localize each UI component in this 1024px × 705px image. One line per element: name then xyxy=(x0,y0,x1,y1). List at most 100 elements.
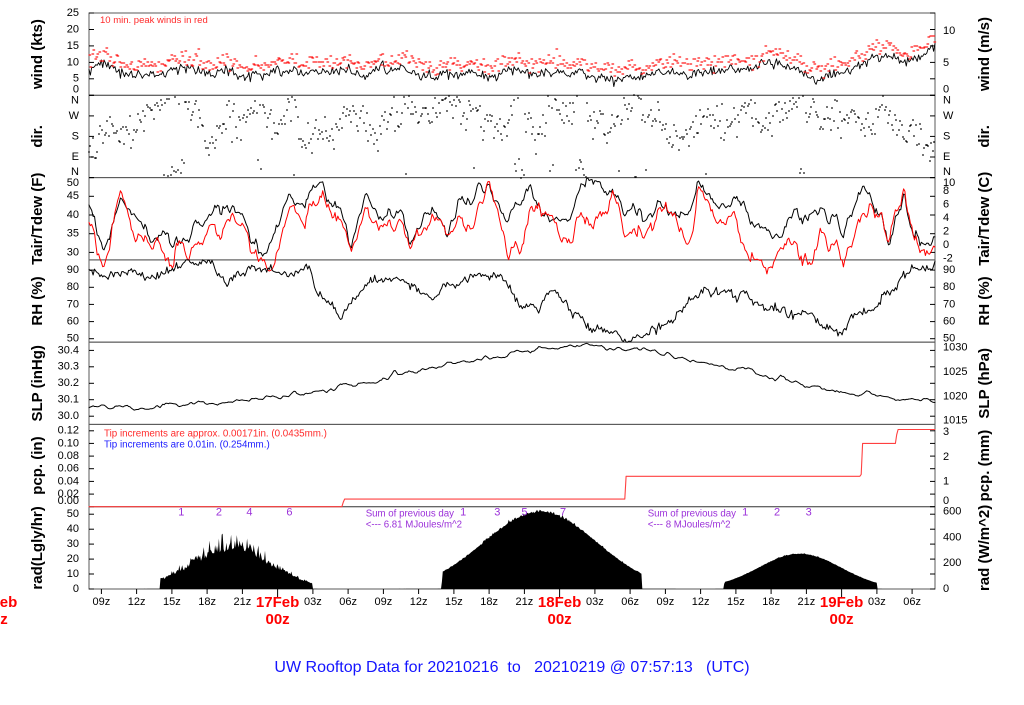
svg-text:10: 10 xyxy=(67,56,79,68)
svg-text:3: 3 xyxy=(494,507,500,519)
svg-text:18Feb: 18Feb xyxy=(538,594,581,611)
svg-text:18z: 18z xyxy=(762,596,780,608)
svg-text:19Feb: 19Feb xyxy=(820,594,863,611)
svg-text:90: 90 xyxy=(943,264,955,276)
svg-text:30: 30 xyxy=(67,246,79,258)
svg-text:20: 20 xyxy=(67,23,79,35)
svg-text:00z: 00z xyxy=(266,611,290,628)
svg-text:30.3: 30.3 xyxy=(58,361,79,373)
svg-text:10: 10 xyxy=(943,177,955,189)
svg-text:UW Rooftop Data for 20210216: UW Rooftop Data for 20210216 to 20210219… xyxy=(274,659,749,676)
svg-text:RH (%): RH (%) xyxy=(29,276,46,325)
svg-text:W: W xyxy=(69,110,80,122)
svg-text:0: 0 xyxy=(943,239,949,251)
svg-text:21z: 21z xyxy=(234,596,252,608)
svg-text:09z: 09z xyxy=(93,596,111,608)
svg-text:4: 4 xyxy=(943,212,949,224)
svg-text:0: 0 xyxy=(73,583,79,595)
svg-text:W: W xyxy=(943,110,954,122)
svg-text:21z: 21z xyxy=(798,596,816,608)
svg-text:16Feb: 16Feb xyxy=(0,594,17,611)
svg-text:5: 5 xyxy=(943,57,949,69)
svg-text:09z: 09z xyxy=(375,596,393,608)
svg-text:60: 60 xyxy=(943,316,955,328)
svg-text:rad(Lgly/hr): rad(Lgly/hr) xyxy=(29,506,46,589)
svg-text:12z: 12z xyxy=(128,596,146,608)
svg-text:1030: 1030 xyxy=(943,342,967,354)
svg-text:S: S xyxy=(943,130,950,142)
svg-text:-2: -2 xyxy=(943,252,953,264)
svg-text:0: 0 xyxy=(943,583,949,595)
svg-text:0.08: 0.08 xyxy=(58,450,79,462)
svg-text:pcp. (mm): pcp. (mm) xyxy=(976,430,993,502)
svg-text:0.04: 0.04 xyxy=(58,475,79,487)
svg-text:Tair/Tdew (C): Tair/Tdew (C) xyxy=(976,172,993,266)
svg-text:1: 1 xyxy=(460,507,466,519)
svg-text:70: 70 xyxy=(67,298,79,310)
svg-text:Sum of previous day: Sum of previous day xyxy=(366,509,454,520)
svg-text:<--- 6.81 MJoules/m^2: <--- 6.81 MJoules/m^2 xyxy=(366,520,462,531)
svg-text:0.06: 0.06 xyxy=(58,463,79,475)
svg-text:RH (%): RH (%) xyxy=(976,276,993,325)
svg-text:600: 600 xyxy=(943,506,961,518)
svg-text:50: 50 xyxy=(67,508,79,520)
svg-text:45: 45 xyxy=(67,190,79,202)
svg-text:S: S xyxy=(72,130,79,142)
svg-text:2: 2 xyxy=(774,507,780,519)
svg-text:4: 4 xyxy=(246,507,252,519)
svg-text:03z: 03z xyxy=(586,596,604,608)
svg-text:03z: 03z xyxy=(868,596,886,608)
svg-text:30: 30 xyxy=(67,538,79,550)
svg-text:06z: 06z xyxy=(339,596,357,608)
svg-text:30.0: 30.0 xyxy=(58,410,79,422)
svg-text:200: 200 xyxy=(943,557,961,569)
svg-text:40: 40 xyxy=(67,523,79,535)
svg-text:18z: 18z xyxy=(198,596,216,608)
svg-text:3: 3 xyxy=(806,507,812,519)
svg-text:00z: 00z xyxy=(0,611,8,628)
svg-text:40: 40 xyxy=(67,209,79,221)
svg-text:70: 70 xyxy=(943,298,955,310)
svg-text:10: 10 xyxy=(67,568,79,580)
svg-text:00z: 00z xyxy=(830,611,854,628)
svg-text:6: 6 xyxy=(286,507,292,519)
svg-text:15z: 15z xyxy=(163,596,181,608)
svg-text:SLP (hPa): SLP (hPa) xyxy=(976,348,993,419)
svg-text:dir.: dir. xyxy=(29,125,46,148)
svg-text:1: 1 xyxy=(178,507,184,519)
svg-text:wind (kts): wind (kts) xyxy=(29,19,46,90)
svg-text:5: 5 xyxy=(521,507,527,519)
svg-text:1: 1 xyxy=(943,476,949,488)
svg-text:60: 60 xyxy=(67,316,79,328)
svg-text:21z: 21z xyxy=(516,596,534,608)
svg-text:3: 3 xyxy=(943,426,949,438)
svg-text:1020: 1020 xyxy=(943,390,967,402)
svg-text:400: 400 xyxy=(943,531,961,543)
svg-text:06z: 06z xyxy=(903,596,921,608)
svg-text:Tip increments are 0.01in. (0.: Tip increments are 0.01in. (0.254mm.) xyxy=(104,439,270,450)
svg-text:12z: 12z xyxy=(692,596,710,608)
svg-text:25: 25 xyxy=(67,7,79,19)
svg-text:2: 2 xyxy=(943,225,949,237)
svg-text:50: 50 xyxy=(67,333,79,345)
svg-text:90: 90 xyxy=(67,264,79,276)
svg-text:30.4: 30.4 xyxy=(58,344,79,356)
svg-text:1: 1 xyxy=(742,507,748,519)
svg-text:20: 20 xyxy=(67,553,79,565)
svg-text:E: E xyxy=(943,151,950,163)
svg-text:2: 2 xyxy=(943,451,949,463)
svg-text:15: 15 xyxy=(67,40,79,52)
svg-text:10 min. peak winds in red: 10 min. peak winds in red xyxy=(100,15,208,26)
svg-text:N: N xyxy=(71,95,79,107)
svg-text:15z: 15z xyxy=(445,596,463,608)
svg-text:0.02: 0.02 xyxy=(58,488,79,500)
svg-text:80: 80 xyxy=(67,281,79,293)
svg-text:30.1: 30.1 xyxy=(58,394,79,406)
svg-text:03z: 03z xyxy=(304,596,322,608)
svg-text:pcp. (in): pcp. (in) xyxy=(29,436,46,494)
svg-text:rad (W/m^2): rad (W/m^2) xyxy=(976,505,993,591)
svg-text:SLP (inHg): SLP (inHg) xyxy=(29,345,46,421)
svg-text:Tair/Tdew (F): Tair/Tdew (F) xyxy=(29,173,46,265)
svg-text:30.2: 30.2 xyxy=(58,377,79,389)
svg-text:1015: 1015 xyxy=(943,415,967,427)
